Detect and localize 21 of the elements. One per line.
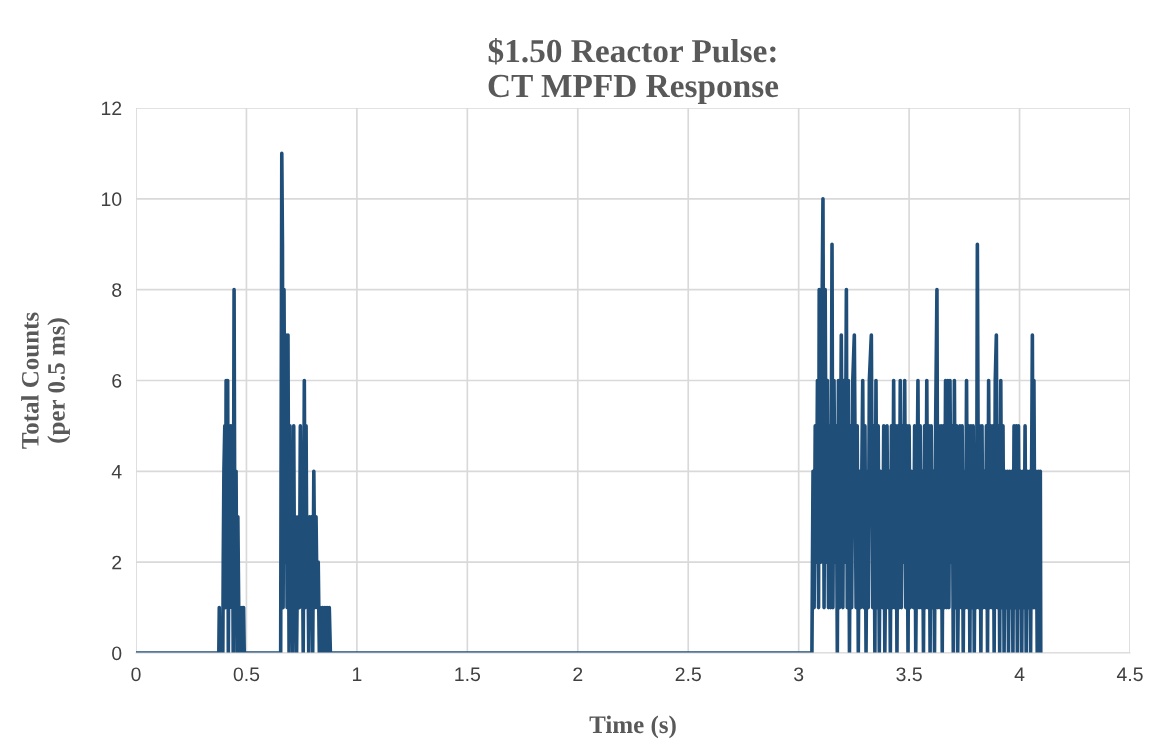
x-tick-label: 3.5 bbox=[896, 667, 922, 682]
x-tick-label: 2.5 bbox=[675, 667, 701, 682]
x-tick-label: 2 bbox=[573, 667, 583, 681]
x-tick-label: 1.5 bbox=[455, 667, 481, 682]
x-tick-label: 3 bbox=[794, 667, 804, 682]
y-tick-label: 2 bbox=[112, 555, 122, 570]
line-series bbox=[136, 151, 1043, 653]
y-axis-title: Total Counts (per 0.5 ms) bbox=[21, 312, 70, 449]
y-tick-label: 0 bbox=[112, 646, 122, 661]
x-tick-label: 4.5 bbox=[1116, 667, 1143, 682]
x-tick-label: 0 bbox=[131, 667, 141, 682]
y-tick-label: 6 bbox=[112, 373, 122, 388]
x-tick-label: 4 bbox=[1014, 667, 1025, 681]
y-tick-label: 10 bbox=[101, 192, 122, 207]
y-tick-label: 4 bbox=[111, 465, 122, 479]
y-tick-label: 12 bbox=[101, 101, 122, 116]
chart-title: $1.50 Reactor Pulse: CT MPFD Response bbox=[488, 37, 779, 104]
x-tick-label: 1 bbox=[352, 667, 362, 681]
x-tick-label: 0.5 bbox=[233, 667, 260, 682]
x-axis-title: Time (s) bbox=[589, 715, 676, 739]
y-tick-label: 8 bbox=[112, 283, 122, 297]
